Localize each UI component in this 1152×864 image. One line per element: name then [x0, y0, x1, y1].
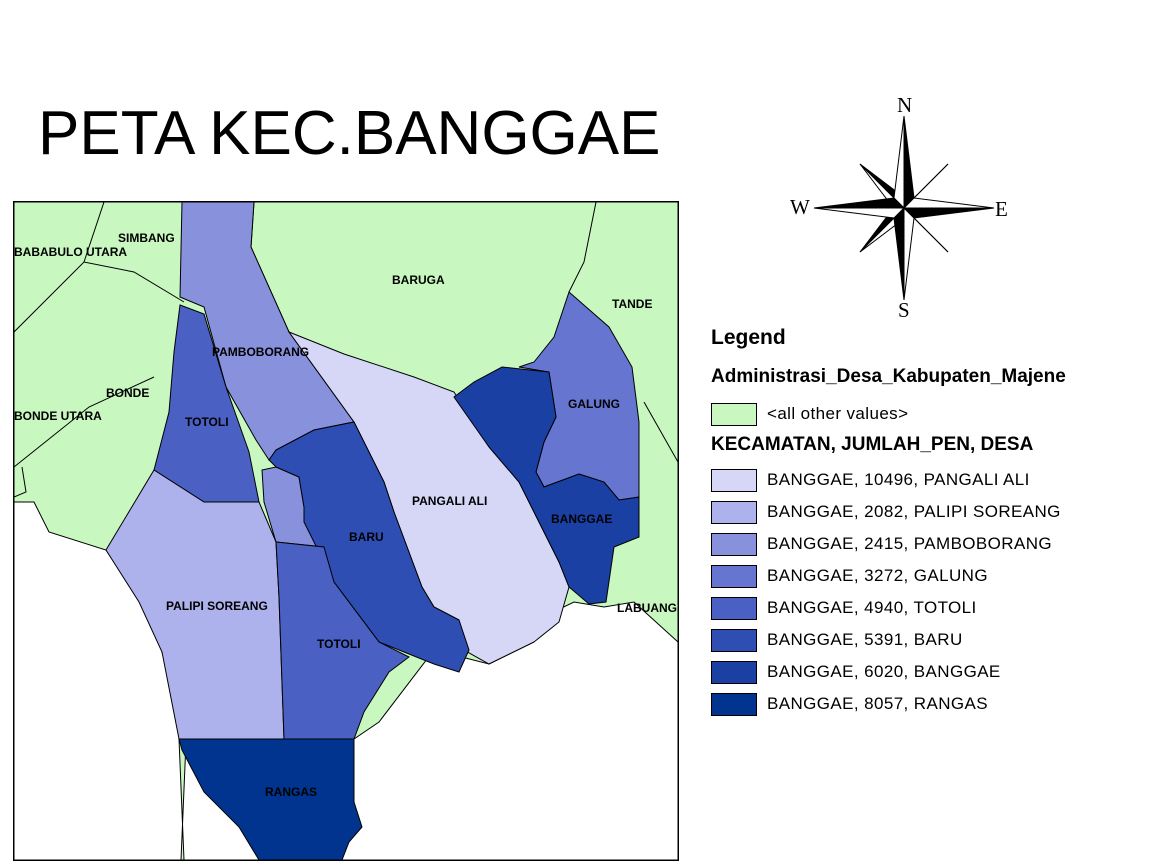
label-palipi-soreang: PALIPI SOREANG: [166, 599, 268, 613]
label-baru: BARU: [349, 530, 384, 544]
label-bonde-utara: BONDE UTARA: [14, 409, 102, 423]
legend-row: BANGGAE, 2082, PALIPI SOREANG: [711, 496, 1141, 528]
boundary-line: [14, 376, 155, 468]
legend-label: BANGGAE, 10496, PANGALI ALI: [767, 470, 1030, 489]
legend-swatch: [711, 596, 757, 620]
legend-label: BANGGAE, 8057, RANGAS: [767, 694, 988, 713]
label-bonde: BONDE: [106, 386, 149, 400]
boundary-line: [14, 466, 27, 498]
label-pamboborang: PAMBOBORANG: [212, 345, 309, 359]
boundary-line: [643, 401, 678, 463]
legend-swatch: [711, 660, 757, 684]
label-pangali-ali: PANGALI ALI: [412, 494, 487, 508]
label-baruga: BARUGA: [392, 273, 445, 287]
label-banggae: BANGGAE: [551, 512, 612, 526]
label-totoli-north: TOTOLI: [185, 415, 229, 429]
label-bababulo-utara: BABABULO UTARA: [14, 245, 127, 259]
map-frame[interactable]: BABABULO UTARA SIMBANG BARUGA TANDE PAMB…: [13, 201, 679, 861]
legend-row: BANGGAE, 5391, BARU: [711, 624, 1141, 656]
legend-field-name: KECAMATAN, JUMLAH_PEN, DESA: [711, 434, 1034, 455]
legend-label: BANGGAE, 4940, TOTOLI: [767, 598, 977, 617]
region-rangas[interactable]: [178, 738, 363, 860]
legend-swatch: [711, 500, 757, 524]
legend-title: Legend: [711, 326, 786, 349]
region-baru[interactable]: [268, 421, 470, 673]
legend-swatch: [711, 628, 757, 652]
legend-label: BANGGAE, 3272, GALUNG: [767, 566, 988, 585]
boundary-line: [14, 261, 185, 333]
legend-row: BANGGAE, 8057, RANGAS: [711, 688, 1141, 720]
legend-row: BANGGAE, 3272, GALUNG: [711, 560, 1141, 592]
legend-label: BANGGAE, 2082, PALIPI SOREANG: [767, 502, 1061, 521]
legend-row: BANGGAE, 2415, PAMBOBORANG: [711, 528, 1141, 560]
label-tande: TANDE: [612, 297, 652, 311]
legend-swatch: [711, 692, 757, 716]
north-arrow: N S E W: [780, 92, 1030, 322]
legend-row: BANGGAE, 6020, BANGGAE: [711, 656, 1141, 688]
legend-label: <all other values>: [767, 404, 909, 423]
legend-layer-name: Administrasi_Desa_Kabupaten_Majene: [711, 366, 1066, 387]
legend-label: BANGGAE, 6020, BANGGAE: [767, 662, 1001, 681]
label-simbang: SIMBANG: [118, 231, 175, 245]
boundary-line: [568, 202, 597, 293]
map-canvas[interactable]: BABABULO UTARA SIMBANG BARUGA TANDE PAMB…: [14, 202, 678, 860]
label-rangas: RANGAS: [265, 785, 317, 799]
map-title: PETA KEC.BANGGAE: [38, 99, 661, 168]
legend-row: BANGGAE, 4940, TOTOLI: [711, 592, 1141, 624]
legend-swatch: [711, 402, 757, 426]
boundary-line: [83, 202, 105, 263]
compass-south: S: [898, 298, 910, 322]
compass-north: N: [897, 93, 912, 117]
legend: Legend Administrasi_Desa_Kabupaten_Majen…: [711, 326, 1141, 720]
legend-swatch: [711, 564, 757, 588]
legend-swatch: [711, 532, 757, 556]
label-labuang: LABUANG: [617, 601, 677, 615]
compass-east: E: [995, 197, 1008, 221]
legend-label: BANGGAE, 5391, BARU: [767, 630, 963, 649]
legend-row-other: <all other values>: [711, 398, 1141, 430]
label-totoli-south: TOTOLI: [317, 637, 361, 651]
region-totoli-south[interactable]: [275, 541, 410, 740]
label-galung: GALUNG: [568, 397, 620, 411]
region-banggae[interactable]: [453, 366, 640, 605]
compass-rose-icon: N S E W: [790, 93, 1008, 322]
legend-swatch: [711, 468, 757, 492]
compass-west: W: [790, 195, 810, 219]
legend-label: BANGGAE, 2415, PAMBOBORANG: [767, 534, 1053, 553]
legend-row: BANGGAE, 10496, PANGALI ALI: [711, 464, 1141, 496]
legend-items: BANGGAE, 10496, PANGALI ALI BANGGAE, 208…: [711, 464, 1141, 720]
